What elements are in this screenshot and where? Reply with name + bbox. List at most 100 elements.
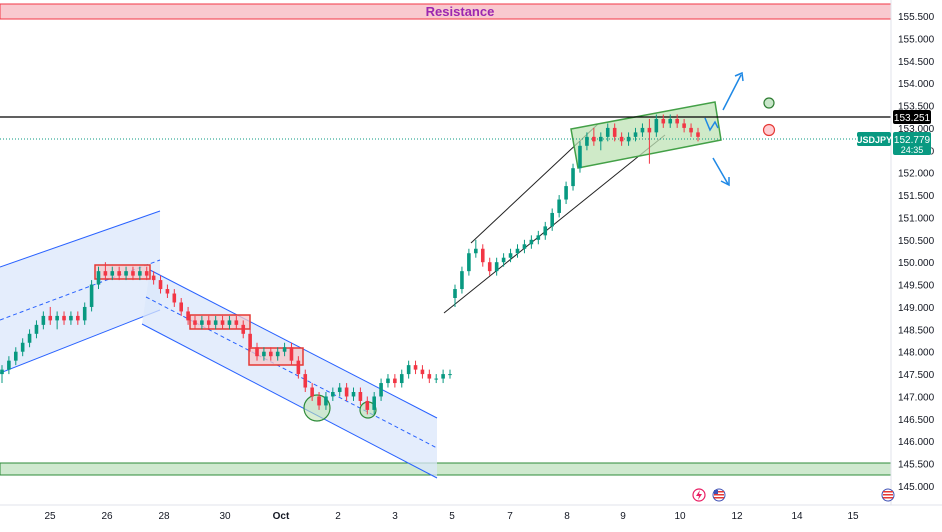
candle	[289, 342, 294, 366]
falling-channel-upper[interactable]	[149, 269, 438, 419]
candle	[241, 320, 246, 339]
candle-body	[393, 378, 397, 384]
y-tick-label: 147.000	[898, 392, 935, 403]
falling-channel-lower[interactable]	[141, 323, 438, 479]
candle	[453, 284, 457, 307]
candle-body	[529, 239, 534, 245]
candle-body	[89, 284, 94, 307]
level-price-tag	[893, 110, 931, 124]
candle	[413, 360, 418, 375]
level-price-text: 153.251	[894, 113, 931, 124]
candle	[55, 311, 59, 330]
candle-body	[434, 378, 439, 380]
green-circle-bottom-1[interactable]	[303, 394, 331, 422]
candle	[227, 315, 232, 330]
candle	[508, 248, 513, 263]
candle-body	[179, 302, 183, 312]
red-box-1[interactable]	[94, 264, 151, 280]
us-flag-event-icon[interactable]	[712, 488, 726, 502]
candle-body	[206, 320, 211, 325]
candle	[599, 132, 603, 151]
support-zone[interactable]	[0, 462, 892, 476]
x-tick-label: 14	[791, 511, 803, 522]
candle-body	[275, 351, 280, 357]
candle	[522, 239, 527, 254]
candle-body	[460, 271, 464, 290]
countdown-text: 24:35	[901, 145, 924, 155]
arrow-up-line	[722, 74, 742, 111]
y-tick-label: 152.000	[898, 169, 935, 180]
arrow-down-line	[712, 157, 729, 185]
candle	[165, 284, 170, 298]
candle	[571, 163, 575, 191]
candle-body	[399, 374, 404, 384]
lightning-event-icon[interactable]	[692, 488, 706, 502]
candle	[103, 262, 108, 281]
candle	[467, 248, 471, 276]
candle-body	[324, 396, 328, 406]
candle	[585, 132, 589, 151]
candle	[386, 374, 390, 388]
y-tick-label: 153.000	[898, 124, 935, 135]
rising-channel-upper[interactable]	[0, 210, 161, 268]
candle	[351, 387, 356, 401]
candle-body	[372, 396, 376, 410]
y-tick-label: 146.000	[898, 437, 935, 448]
candle-body	[508, 253, 513, 258]
candle-body	[448, 374, 452, 376]
candle	[317, 392, 321, 410]
candle-body	[633, 132, 638, 137]
rising-channel-lower[interactable]	[0, 309, 161, 374]
candle	[282, 342, 287, 357]
candle	[324, 392, 328, 410]
candle-body	[599, 136, 603, 142]
candle	[689, 123, 693, 137]
candle	[420, 365, 425, 379]
candle	[310, 383, 314, 401]
candle	[557, 195, 561, 218]
candle	[13, 347, 18, 366]
y-tick-label: 149.000	[898, 303, 935, 314]
candle-body	[193, 320, 197, 325]
green-consolidation-box[interactable]	[570, 101, 722, 169]
x-tick-label: 28	[158, 511, 170, 522]
candle	[592, 127, 596, 146]
candle-body	[689, 127, 693, 133]
target-circle-red[interactable]	[762, 123, 776, 137]
candle	[358, 387, 363, 406]
candle	[633, 127, 638, 142]
candle-body	[494, 262, 499, 272]
candle	[480, 244, 485, 267]
target-circle-green[interactable]	[763, 97, 775, 109]
trendline-lower-black[interactable]	[443, 134, 666, 314]
candle-body	[654, 118, 659, 133]
y-tick-label: 147.500	[898, 370, 935, 381]
candle	[515, 244, 520, 258]
zigzag-arrow	[704, 117, 719, 132]
y-tick-label: 150.500	[898, 236, 935, 247]
candle	[20, 338, 25, 357]
candle	[675, 114, 679, 128]
candle-body	[420, 369, 425, 375]
candle-body	[165, 289, 170, 294]
candle	[213, 315, 218, 330]
candle-body	[337, 387, 342, 392]
candle-body	[668, 118, 673, 124]
candle-body	[474, 248, 478, 254]
y-tick-label: 154.000	[898, 79, 935, 90]
candle-body	[213, 320, 218, 325]
candle	[124, 266, 128, 281]
candle-body	[110, 271, 115, 276]
candle	[82, 302, 87, 325]
us-flag-event-icon-right[interactable]	[881, 488, 895, 502]
red-box-2[interactable]	[189, 314, 251, 330]
candles-group	[0, 114, 700, 415]
candle-body	[317, 396, 321, 406]
candle	[248, 329, 252, 352]
x-tick-label: 26	[101, 511, 113, 522]
candle-body	[550, 212, 554, 227]
symbol-tag-text: USDJPY	[856, 135, 892, 145]
x-tick-label: 30	[219, 511, 231, 522]
candle	[578, 141, 582, 173]
